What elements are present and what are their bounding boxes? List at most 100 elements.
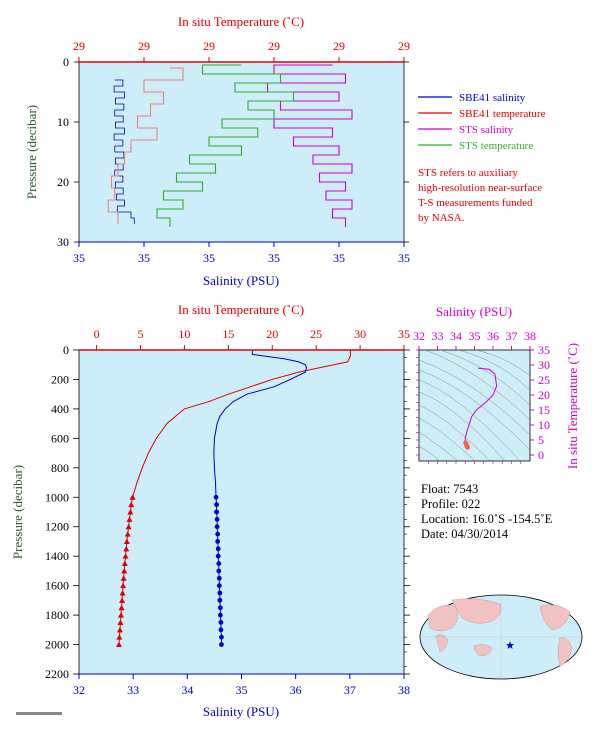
float-location-marker: ★ [505, 640, 515, 652]
temperature-sample-point [121, 567, 128, 574]
temperature-sample-point [122, 553, 129, 559]
profile-date: Date: 04/30/2014 [421, 527, 509, 541]
salinity-sample-point [215, 531, 221, 537]
full-profile-temp-tick-label: 10 [178, 327, 190, 341]
temperature-sample-point [127, 509, 134, 515]
float-location: Location: 16.0˚S -154.5˚E [421, 512, 553, 526]
near-surface-temp-tick-label: 29 [203, 39, 215, 53]
full-profile-temp-tick-label: 15 [222, 327, 234, 341]
ts-temperature-tick-label: 20 [538, 388, 550, 402]
ts-contour-3 [419, 359, 530, 436]
near-surface-sal-tick-label: 35 [268, 251, 280, 265]
full-profile-pressure-tick-label: 800 [51, 461, 69, 475]
salinity-sample-point [219, 642, 224, 647]
world-map-inset: ★ [419, 594, 583, 680]
full-profile-pressure-tick-label: 400 [51, 402, 69, 416]
full-profile-series [115, 350, 351, 648]
ts-salinity-tick-label: 32 [413, 329, 425, 343]
full-profile-pressure-tick-label: 1600 [45, 579, 69, 593]
map-continent-south-america [557, 637, 573, 667]
temperature-sample-point [123, 538, 130, 544]
near-surface-sal-tick-label: 35 [333, 251, 345, 265]
temperature-sample-point [120, 582, 127, 589]
near-surface-temp-tick-label: 29 [138, 39, 150, 53]
salinity-sample-point [218, 627, 224, 633]
map-continent-australia [473, 644, 493, 657]
near-surface-pressure-tick-label: 10 [57, 115, 69, 129]
ts-temperature-tick-label: 30 [538, 358, 550, 372]
temperature-sample-point [126, 516, 133, 522]
ts-contour-12 [419, 445, 441, 461]
full-profile-temp-tick-label: 20 [266, 327, 278, 341]
float-id: Float: 7543 [421, 482, 478, 496]
temperature-sample-point [125, 523, 132, 530]
temperature-sample-point [116, 634, 123, 640]
near-surface-sal-tick-label: 35 [73, 251, 85, 265]
near-surface-sal-tick-label: 35 [398, 251, 410, 265]
ts-density-contours [419, 350, 530, 461]
full-profile-pressure-tick-label: 2200 [45, 667, 69, 681]
salinity-sample-point [217, 605, 223, 611]
temperature-sample-point [115, 641, 122, 648]
near-surface-pressure-tick-label: 30 [57, 235, 69, 249]
ts-contour-1 [419, 379, 521, 461]
full-profile-sal-tick-label: 34 [181, 683, 193, 697]
float-info: Float: 7543 Profile: 022 Location: 16.0˚… [421, 482, 553, 541]
full-profile-sal-tick-label: 35 [236, 683, 248, 697]
map-graticule [420, 595, 582, 679]
ts-contour-7 [475, 350, 530, 377]
ts-salinity-tick-label: 37 [506, 329, 518, 343]
ts-contour-8 [419, 391, 506, 461]
ts-plot-area [418, 349, 531, 462]
salinity-sample-point [214, 502, 219, 508]
temperature-sample-point [128, 501, 135, 508]
map-continent-south-africa [435, 634, 449, 653]
map-continent-asia [451, 598, 502, 624]
full-profile-pressure-tick-label: 600 [51, 431, 69, 445]
ts-deep-point [465, 444, 470, 450]
salinity-sample-point [216, 583, 222, 589]
ts-contour-11 [419, 431, 459, 461]
full-profile-temp-tick-label: 25 [310, 327, 322, 341]
map-continent-africa-europe [427, 604, 459, 632]
near-surface-temp-tick-label: 29 [73, 39, 85, 53]
salinity-sample-point [214, 509, 219, 515]
ts-salinity-tick-label: 34 [450, 329, 462, 343]
temperature-sample-point [120, 575, 127, 581]
map-continents [427, 598, 573, 667]
near-surface-ticks: 29 35 29 35 29 35 29 35 29 35 29 35 0 10 20 30 [57, 39, 410, 265]
full-profile-pressure-tick-label: 0 [63, 343, 69, 357]
ts-temperature-tick-label: 0 [538, 448, 544, 462]
full-profile-pressure-tick-label: 1200 [45, 520, 69, 534]
legend-note-line-3: T-S measurements funded [418, 197, 533, 209]
near-surface-pressure-tick-label: 0 [63, 55, 69, 69]
near-surface-temp-tick-label: 29 [333, 39, 345, 53]
ts-contour-6 [457, 350, 530, 391]
ts-temperature-tick-label: 5 [538, 433, 544, 447]
footer-stamp [16, 712, 62, 715]
near-surface-series [107, 64, 353, 227]
full-profile-sal-tick-label: 32 [73, 683, 85, 697]
salinity-sample-point [215, 553, 221, 559]
ts-salinity-tick-label: 33 [432, 329, 444, 343]
full-profile-sal-tick-label: 36 [290, 683, 302, 697]
ts-temperature-axis-label: In situ Temperature (˚C) [565, 343, 580, 469]
salinity-sample-point [219, 634, 224, 640]
ts-temperature-tick-label: 15 [538, 403, 550, 417]
salinity-sample-point [216, 568, 222, 574]
profile-number: Profile: 022 [421, 497, 480, 511]
full-profile-panel: 0 5 10 15 20 25 30 35 32 33 34 35 36 37 38 0 200 400 600 80… [10, 302, 410, 719]
legend-label-sts-salinity: STS salinity [459, 124, 514, 136]
ts-salinity-tick-label: 38 [524, 329, 536, 343]
salinity-sample-point [217, 612, 223, 618]
salinity-sample-point [218, 620, 224, 625]
legend-note-line-4: by NASA. [418, 212, 465, 224]
legend-label-sbe41-temperature: SBE41 temperature [459, 108, 546, 120]
temperature-profile-line [132, 350, 351, 498]
salinity-profile-line [213, 350, 308, 498]
full-profile-sal-tick-label: 37 [344, 683, 356, 697]
temperature-sample-point [117, 619, 124, 625]
full-profile-temp-tick-label: 35 [398, 327, 410, 341]
